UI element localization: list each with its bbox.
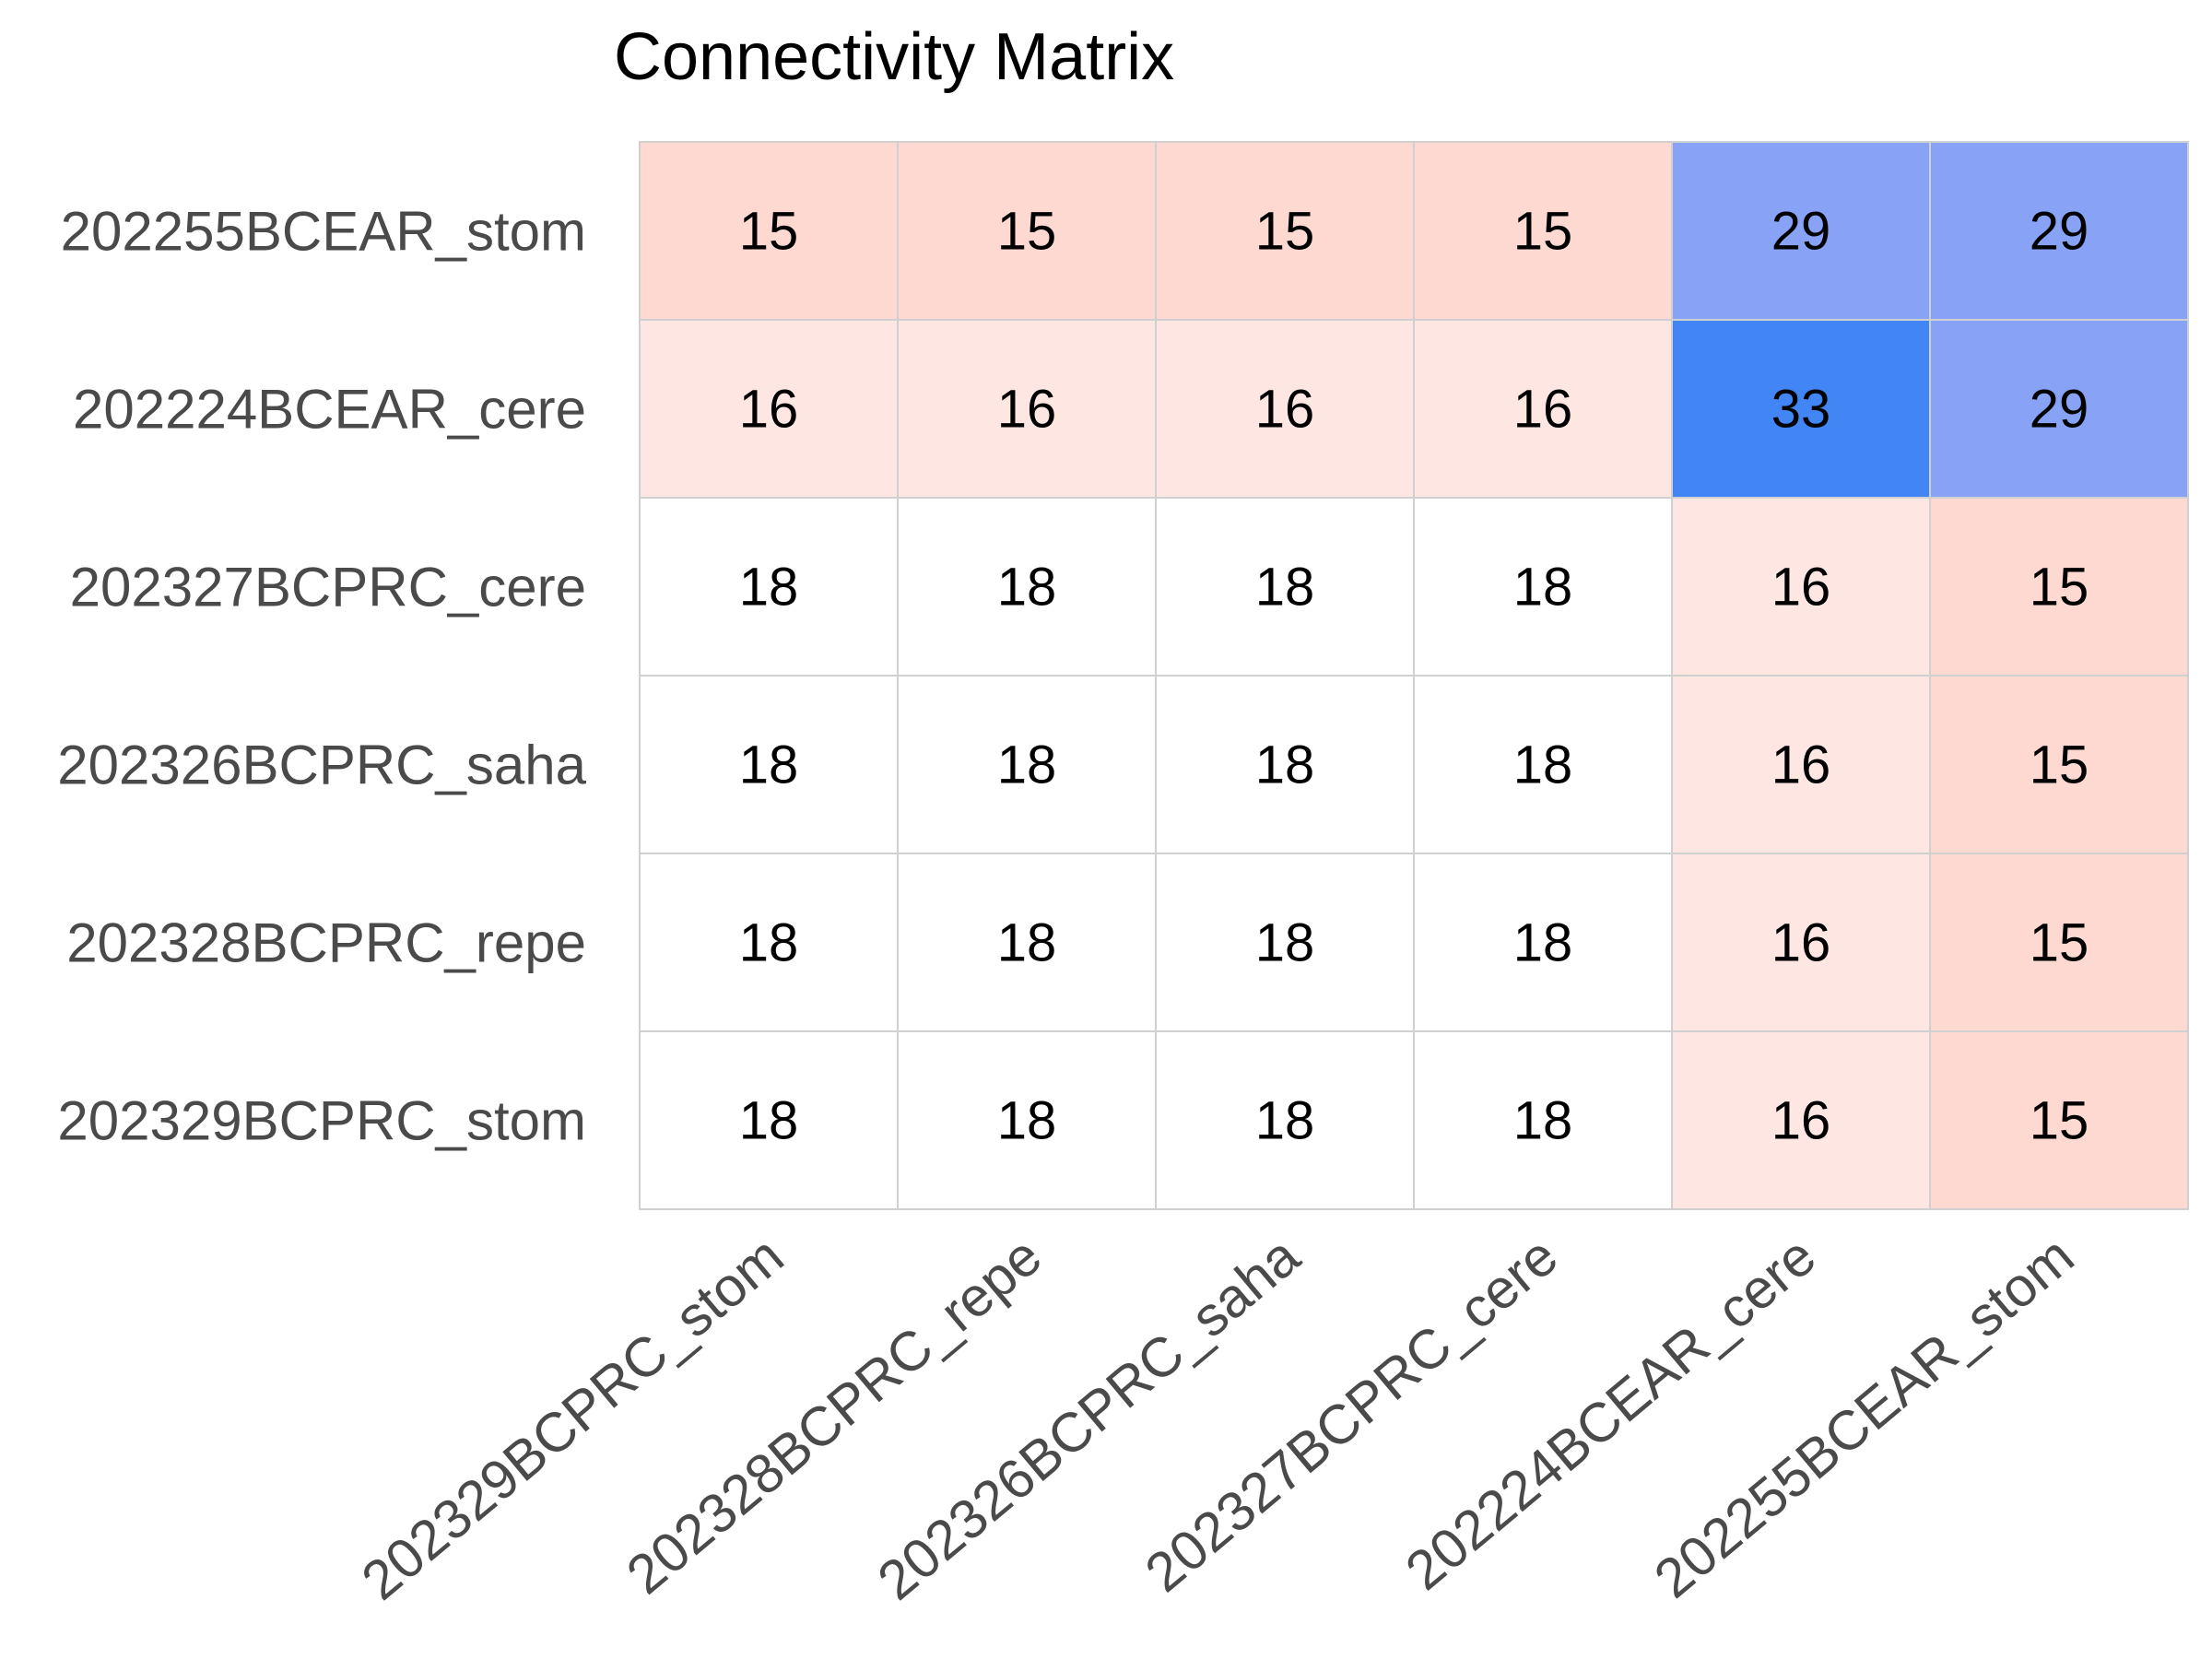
row-labels: 202255BCEAR_stom 202224BCEAR_cere 202327BC… [57, 201, 586, 1152]
cell-value-label: 29 [1771, 202, 1831, 262]
heatmap-cells: 15 15 15 15 29 29 16 16 16 16 33 29 18 18 18 18 16 15 18 18… [639, 141, 2189, 1210]
cell-value-label: 18 [739, 735, 799, 795]
heatmap-cell [1413, 675, 1673, 854]
cell-value-label: 18 [997, 1091, 1057, 1151]
column-tick-label: 202327BCPRC_cere [1134, 1225, 1569, 1605]
heatmap-cell [1413, 319, 1673, 499]
cell-value-label: 18 [1255, 913, 1315, 973]
cell-value-label: 18 [1255, 735, 1315, 795]
heatmap-cell [639, 853, 899, 1032]
cell-value-label: 18 [997, 735, 1057, 795]
heatmap-cell [897, 675, 1157, 854]
cell-value-label: 15 [997, 202, 1057, 262]
heatmap-cell [897, 497, 1157, 677]
cell-value-label: 29 [2030, 380, 2089, 440]
cell-value-label: 16 [1771, 735, 1831, 795]
cell-value-label: 15 [2030, 913, 2089, 973]
column-labels: 202329BCPRC_stom202328BCPRC_repe202326BC… [350, 1224, 2086, 1612]
heatmap-cell [1929, 1030, 2189, 1210]
heatmap-cell [897, 319, 1157, 499]
cell-value-label: 15 [739, 202, 799, 262]
heatmap-cell [1671, 497, 1931, 677]
heatmap-cell [1155, 853, 1415, 1032]
cell-value-label: 16 [997, 380, 1057, 440]
cell-value-label: 18 [1255, 1091, 1315, 1151]
cell-value-label: 29 [2030, 202, 2089, 262]
cell-value-label: 16 [1771, 913, 1831, 973]
cell-value-label: 18 [739, 913, 799, 973]
heatmap-cell [1671, 141, 1931, 321]
cell-value-label: 33 [1771, 380, 1831, 440]
column-tick-label: 202329BCPRC_stom [350, 1225, 795, 1612]
cell-value-label: 15 [1255, 202, 1315, 262]
column-tick-label: 202255BCEAR_stom [1642, 1225, 2085, 1610]
cell-value-label: 18 [1513, 913, 1573, 973]
cell-value-label: 16 [1513, 380, 1573, 440]
heatmap-cell [1413, 1030, 1673, 1210]
heatmap-cell [1413, 497, 1673, 677]
heatmap-cell [1671, 1030, 1931, 1210]
heatmap-cell [1929, 497, 2189, 677]
heatmap-cell [639, 141, 899, 321]
chart-title: Connectivity Matrix [614, 20, 1174, 94]
heatmap-cell [1929, 141, 2189, 321]
heatmap-cell [1929, 319, 2189, 499]
row-tick-label: 202329BCPRC_stom [57, 1090, 586, 1152]
cell-value-label: 18 [1513, 735, 1573, 795]
heatmap-cell [1671, 675, 1931, 854]
row-tick-label: 202224BCEAR_cere [73, 379, 586, 441]
heatmap-cell [639, 1030, 899, 1210]
cell-value-label: 15 [1513, 202, 1573, 262]
heatmap-cell [897, 141, 1157, 321]
row-tick-label: 202326BCPRC_saha [57, 735, 586, 796]
heatmap-cell [1155, 141, 1415, 321]
cell-value-label: 16 [1255, 380, 1315, 440]
cell-value-label: 15 [2030, 558, 2089, 618]
column-tick-label: 202328BCPRC_repe [615, 1225, 1053, 1606]
column-tick-label: 202224BCEAR_cere [1394, 1225, 1828, 1602]
heatmap-cell [1929, 853, 2189, 1032]
cell-value-label: 18 [739, 558, 799, 618]
heatmap-cell [1929, 675, 2189, 854]
cell-value-label: 18 [997, 913, 1057, 973]
cell-value-label: 16 [739, 380, 799, 440]
heatmap-cell [1413, 853, 1673, 1032]
cell-value-label: 15 [2030, 735, 2089, 795]
cell-value-label: 18 [739, 1091, 799, 1151]
heatmap-cell [1155, 675, 1415, 854]
row-tick-label: 202328BCPRC_repe [66, 912, 586, 974]
cell-value-label: 16 [1771, 1091, 1831, 1151]
row-tick-label: 202327BCPRC_cere [70, 557, 586, 618]
column-tick-label: 202326BCPRC_saha [866, 1224, 1312, 1612]
cell-value-label: 15 [2030, 1091, 2089, 1151]
cell-value-label: 18 [997, 558, 1057, 618]
heatmap-cell [639, 497, 899, 677]
heatmap-cell [1671, 853, 1931, 1032]
cell-value-label: 18 [1513, 1091, 1573, 1151]
heatmap-cell [639, 675, 899, 854]
heatmap-cell [1155, 497, 1415, 677]
cell-value-label: 18 [1513, 558, 1573, 618]
cell-value-label: 16 [1771, 558, 1831, 618]
cell-value-label: 18 [1255, 558, 1315, 618]
heatmap-cell [1413, 141, 1673, 321]
row-tick-label: 202255BCEAR_stom [61, 201, 586, 263]
